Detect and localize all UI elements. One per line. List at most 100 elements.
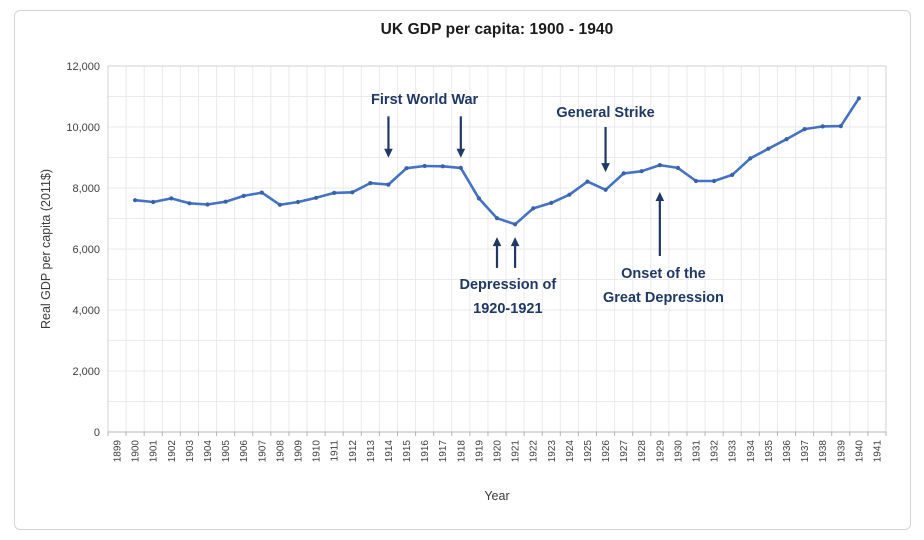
data-point-marker <box>675 165 681 170</box>
x-tick-label: 1937 <box>800 440 811 463</box>
data-point-marker <box>820 124 825 129</box>
x-tick-label: 1909 <box>293 440 304 463</box>
data-point-marker <box>169 196 174 201</box>
data-point-marker <box>748 156 753 161</box>
x-tick-label: 1903 <box>185 440 196 463</box>
x-tick-label: 1940 <box>854 440 865 463</box>
x-tick-label: 1900 <box>131 440 142 463</box>
x-tick-label: 1918 <box>456 440 467 463</box>
data-point-marker <box>603 187 608 192</box>
data-point-marker <box>494 216 500 221</box>
data-point-marker <box>350 190 355 195</box>
y-tick-label: 6,000 <box>72 244 100 256</box>
data-point-marker <box>549 200 554 205</box>
x-tick-label: 1906 <box>239 440 250 463</box>
depression-of-1920-1921-arrow-head <box>492 237 502 247</box>
data-point-marker <box>440 164 445 169</box>
data-point-marker <box>295 199 301 205</box>
data-point-marker <box>838 124 843 129</box>
x-tick-label: 1935 <box>764 440 775 463</box>
data-point-marker <box>259 190 264 195</box>
x-tick-label: 1901 <box>149 440 160 463</box>
general-strike-arrow-head <box>601 163 610 173</box>
x-tick-label: 1926 <box>601 440 612 463</box>
x-tick-label: 1908 <box>275 440 286 463</box>
first-world-war-arrow-head <box>456 148 466 158</box>
first-world-war-label: First World War <box>371 92 479 108</box>
x-tick-label: 1929 <box>655 440 666 463</box>
data-point-marker <box>314 195 319 200</box>
chart-title: UK GDP per capita: 1900 - 1940 <box>380 21 614 38</box>
y-tick-label: 8,000 <box>72 183 100 195</box>
x-tick-label: 1911 <box>330 440 341 462</box>
data-point-marker <box>277 202 282 207</box>
data-point-marker <box>332 190 337 195</box>
y-tick-label: 0 <box>94 427 100 439</box>
x-tick-label: 1924 <box>565 440 576 463</box>
data-point-marker <box>241 193 246 198</box>
data-point-marker <box>133 198 138 203</box>
x-tick-label: 1928 <box>637 440 648 463</box>
data-point-marker <box>205 202 210 207</box>
data-point-marker <box>639 169 644 174</box>
x-tick-label: 1917 <box>438 440 449 463</box>
x-tick-label: 1922 <box>529 440 540 463</box>
data-point-marker <box>693 178 699 184</box>
depression-of-1920-1921-label: Depression of <box>460 277 557 293</box>
data-point-marker <box>657 163 662 168</box>
data-point-marker <box>712 178 717 184</box>
y-tick-label: 10,000 <box>66 122 100 134</box>
x-tick-label: 1930 <box>673 440 684 463</box>
x-tick-label: 1902 <box>167 440 178 463</box>
onset-of-the-great-depression-label: Great Depression <box>603 290 724 306</box>
x-tick-label: 1915 <box>402 440 413 463</box>
x-tick-label: 1936 <box>782 440 793 463</box>
data-point-marker <box>223 199 228 204</box>
onset-of-the-great-depression-arrow-head <box>655 191 665 201</box>
data-point-marker <box>151 199 156 205</box>
onset-of-the-great-depression-label: Onset of the <box>621 266 706 282</box>
x-tick-label: 1939 <box>836 440 847 463</box>
x-tick-label: 1925 <box>583 440 594 463</box>
data-point-marker <box>404 166 409 171</box>
gdp-series-line <box>133 97 861 226</box>
x-tick-label: 1910 <box>312 440 323 463</box>
x-tick-label: 1912 <box>348 440 359 463</box>
x-tick-label: 1927 <box>619 440 630 463</box>
data-point-marker <box>476 196 481 201</box>
data-point-marker <box>567 192 572 197</box>
x-tick-label: 1899 <box>113 440 124 463</box>
data-point-marker <box>856 96 862 101</box>
y-tick-label: 2,000 <box>72 366 100 378</box>
x-tick-label: 1934 <box>746 440 757 463</box>
first-world-war-arrow-head <box>384 148 393 158</box>
y-tick-label: 4,000 <box>72 305 100 317</box>
general-strike-label: General Strike <box>556 105 654 121</box>
data-point-marker <box>802 127 807 132</box>
x-tick-label: 1919 <box>474 440 485 463</box>
y-axis-title: Real GDP per capita (2011$) <box>39 168 53 330</box>
x-tick-label: 1933 <box>728 440 739 463</box>
data-point-marker <box>513 222 518 227</box>
data-point-marker <box>784 137 789 142</box>
data-point-marker <box>386 182 391 187</box>
data-point-marker <box>730 172 735 177</box>
x-tick-label: 1932 <box>710 440 721 463</box>
depression-of-1920-1921-arrow-head <box>510 237 520 247</box>
x-tick-label: 1938 <box>818 440 829 463</box>
x-tick-label: 1905 <box>221 440 232 463</box>
data-point-marker <box>531 206 536 211</box>
x-tick-label: 1931 <box>692 440 703 463</box>
x-tick-label: 1904 <box>203 440 214 463</box>
x-axis-title: Year <box>484 489 510 503</box>
x-tick-label: 1920 <box>493 440 504 463</box>
data-point-marker <box>422 163 427 169</box>
data-point-marker <box>621 171 626 176</box>
data-point-marker <box>458 165 463 170</box>
x-tick-label: 1914 <box>384 440 395 463</box>
x-tick-label: 1923 <box>547 440 558 463</box>
x-tick-label: 1941 <box>872 440 883 463</box>
depression-of-1920-1921-label: 1920-1921 <box>473 301 542 317</box>
